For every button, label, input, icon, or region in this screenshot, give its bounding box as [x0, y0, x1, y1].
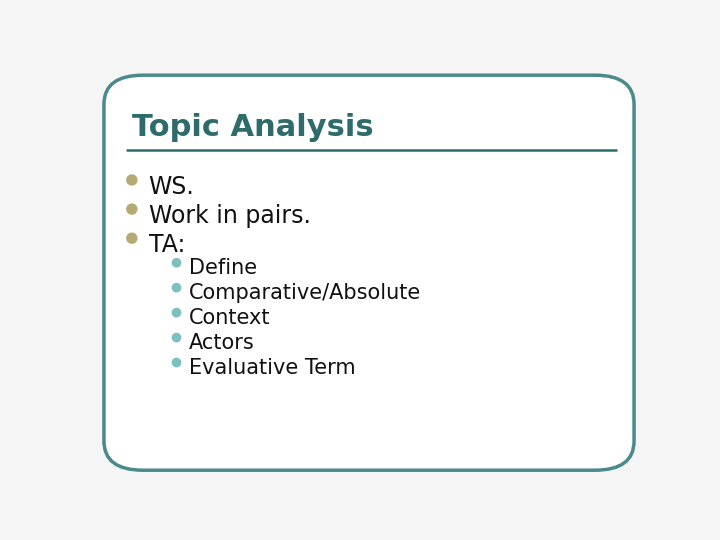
- Ellipse shape: [172, 284, 181, 292]
- Text: TA:: TA:: [148, 233, 185, 257]
- Text: Define: Define: [189, 258, 258, 278]
- Ellipse shape: [172, 333, 181, 342]
- Ellipse shape: [172, 308, 181, 317]
- Text: Work in pairs.: Work in pairs.: [148, 204, 310, 228]
- FancyBboxPatch shape: [104, 75, 634, 470]
- Ellipse shape: [172, 259, 181, 267]
- Text: Topic Analysis: Topic Analysis: [132, 113, 374, 141]
- Text: Evaluative Term: Evaluative Term: [189, 358, 356, 378]
- Text: Actors: Actors: [189, 333, 255, 353]
- Text: Context: Context: [189, 308, 271, 328]
- Text: Comparative/Absolute: Comparative/Absolute: [189, 283, 422, 303]
- Ellipse shape: [172, 359, 181, 367]
- Ellipse shape: [127, 175, 137, 185]
- Ellipse shape: [127, 204, 137, 214]
- Text: WS.: WS.: [148, 175, 194, 199]
- Ellipse shape: [127, 233, 137, 243]
